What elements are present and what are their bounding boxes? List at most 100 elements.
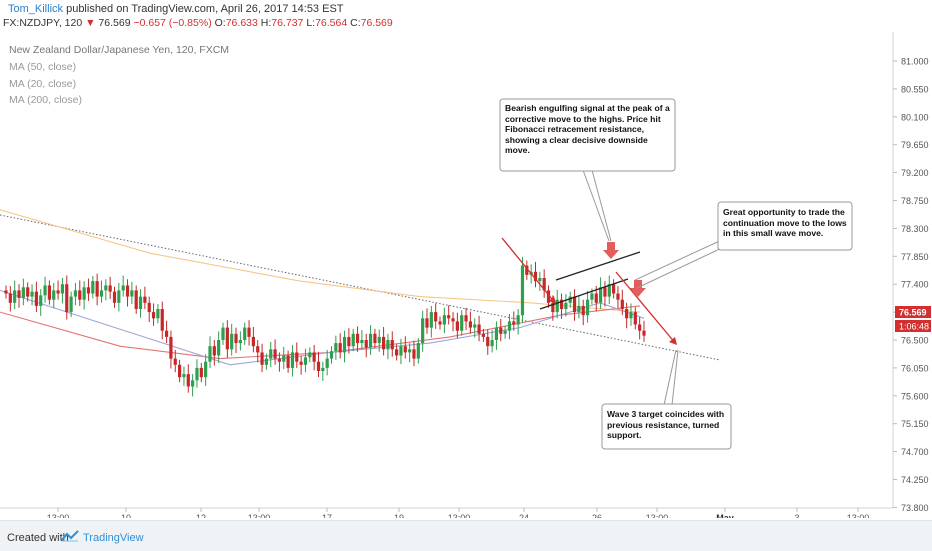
candle-body — [277, 358, 282, 362]
candle — [195, 359, 199, 388]
legend-ma200[interactable]: MA (200, close) — [9, 94, 82, 106]
candle — [342, 330, 347, 363]
candle-body — [542, 278, 546, 291]
channel-upper-line[interactable] — [555, 251, 641, 281]
candle — [416, 338, 420, 364]
candle-body — [260, 352, 264, 365]
candle-body — [73, 290, 78, 297]
candle — [334, 335, 338, 360]
candle-body — [208, 346, 212, 362]
callout-bearish-engulfing[interactable]: Bearish engulfing signal at the peak of … — [499, 98, 676, 172]
wave-down-arrow-2[interactable] — [615, 271, 677, 345]
price-tick-label: 75.150 — [901, 419, 929, 429]
candle-body — [303, 357, 308, 365]
price-tick-label: 77.400 — [901, 280, 929, 290]
callout-pointer — [591, 169, 612, 242]
publish-info: Tom_Killick published on TradingView.com… — [8, 3, 344, 15]
candle-body — [447, 315, 451, 319]
candle — [364, 333, 368, 358]
candle — [412, 340, 416, 367]
wave-down-arrow-1[interactable] — [501, 237, 557, 305]
tradingview-link[interactable]: TradingView — [83, 532, 144, 544]
candle — [425, 308, 429, 334]
published-text: published on TradingView.com, April 26, … — [66, 3, 344, 15]
candle-body — [143, 296, 147, 303]
time-tick-label: 10 — [121, 513, 131, 518]
callout-wave3-target[interactable]: Wave 3 target coincides with previous re… — [601, 403, 732, 450]
chart-area[interactable]: 81.000 80.550 80.100 79.650 79.200 78.750 78.3… — [0, 32, 932, 541]
candle-body — [112, 291, 117, 303]
candle — [516, 309, 520, 335]
candle-body — [169, 336, 173, 359]
candle-body — [299, 361, 303, 365]
candle-body — [520, 265, 525, 316]
candle — [494, 321, 499, 350]
candle-body — [325, 358, 329, 368]
candle-body — [164, 330, 169, 337]
candle — [39, 289, 43, 316]
candle — [477, 315, 481, 342]
price-chart[interactable]: 81.000 80.550 80.100 79.650 79.200 78.750 78.3… — [0, 32, 932, 541]
candle-body — [191, 380, 195, 387]
price-tick-label: 74.250 — [901, 475, 929, 485]
candle — [204, 354, 208, 386]
candle-body — [429, 312, 433, 328]
candle — [147, 296, 151, 323]
legend-ma50[interactable]: MA (50, close) — [9, 61, 76, 73]
candle-body — [638, 324, 642, 331]
candle — [104, 279, 108, 301]
candle-body — [616, 293, 620, 300]
candle-body — [464, 315, 468, 322]
ohlc-line: FX:NZDJPY, 120 ▼ 76.569 −0.657 (−0.85%) … — [3, 17, 393, 29]
candle-body — [52, 290, 56, 300]
signal-arrow-icon — [630, 280, 646, 297]
candle-body — [386, 340, 390, 350]
price-tick-label: 77.850 — [901, 252, 929, 262]
candle-body — [134, 290, 138, 309]
time-axis[interactable]: 13:00 10 12 13:00 17 19 13:00 24 26 13:00 May 3 13:0… — [47, 508, 870, 523]
callout-text: Great opportunity to trade the continuat… — [723, 207, 847, 239]
candle-body — [199, 367, 203, 378]
author-link[interactable]: Tom_Killick — [8, 3, 64, 15]
down-arrow-icon: ▼ — [85, 17, 96, 29]
candle — [199, 362, 203, 383]
candle-body — [403, 346, 407, 353]
candle — [525, 260, 529, 280]
candle — [395, 344, 399, 361]
low-label: L: — [306, 17, 316, 29]
candle-body — [395, 349, 399, 356]
candle-body — [555, 299, 559, 313]
candle — [612, 279, 616, 299]
legend-ma20[interactable]: MA (20, close) — [9, 78, 76, 90]
candle-body — [381, 336, 386, 350]
price-tick-label: 80.100 — [901, 112, 929, 122]
price-axis[interactable]: 81.000 80.550 80.100 79.650 79.200 78.750 78.3… — [893, 57, 929, 541]
candle-body — [290, 352, 295, 368]
price-tick-label: 76.500 — [901, 336, 929, 346]
time-tick-label: 17 — [322, 513, 332, 518]
candle — [520, 256, 525, 323]
candle-body — [104, 285, 108, 291]
high-value: 76.737 — [271, 17, 304, 29]
candle-body — [286, 355, 290, 368]
candle-body — [13, 290, 17, 303]
price-tick-label: 80.550 — [901, 84, 929, 94]
time-tick-label: 13:00 — [646, 513, 669, 518]
candle-body — [360, 340, 364, 344]
candle — [30, 284, 34, 306]
candle-body — [221, 327, 225, 340]
candle — [434, 303, 438, 329]
channel-lower-line[interactable] — [539, 278, 629, 310]
candle — [299, 355, 303, 375]
candle — [290, 344, 295, 377]
open-value: 76.633 — [225, 17, 258, 29]
arrow-head-icon — [549, 296, 556, 304]
callout-continuation[interactable]: Great opportunity to trade the continuat… — [717, 201, 853, 251]
candle — [625, 302, 629, 329]
candle — [282, 346, 286, 370]
candle — [182, 366, 186, 386]
candle — [312, 344, 316, 371]
candle — [603, 281, 607, 307]
candle-body — [533, 271, 538, 282]
candle — [186, 364, 190, 393]
